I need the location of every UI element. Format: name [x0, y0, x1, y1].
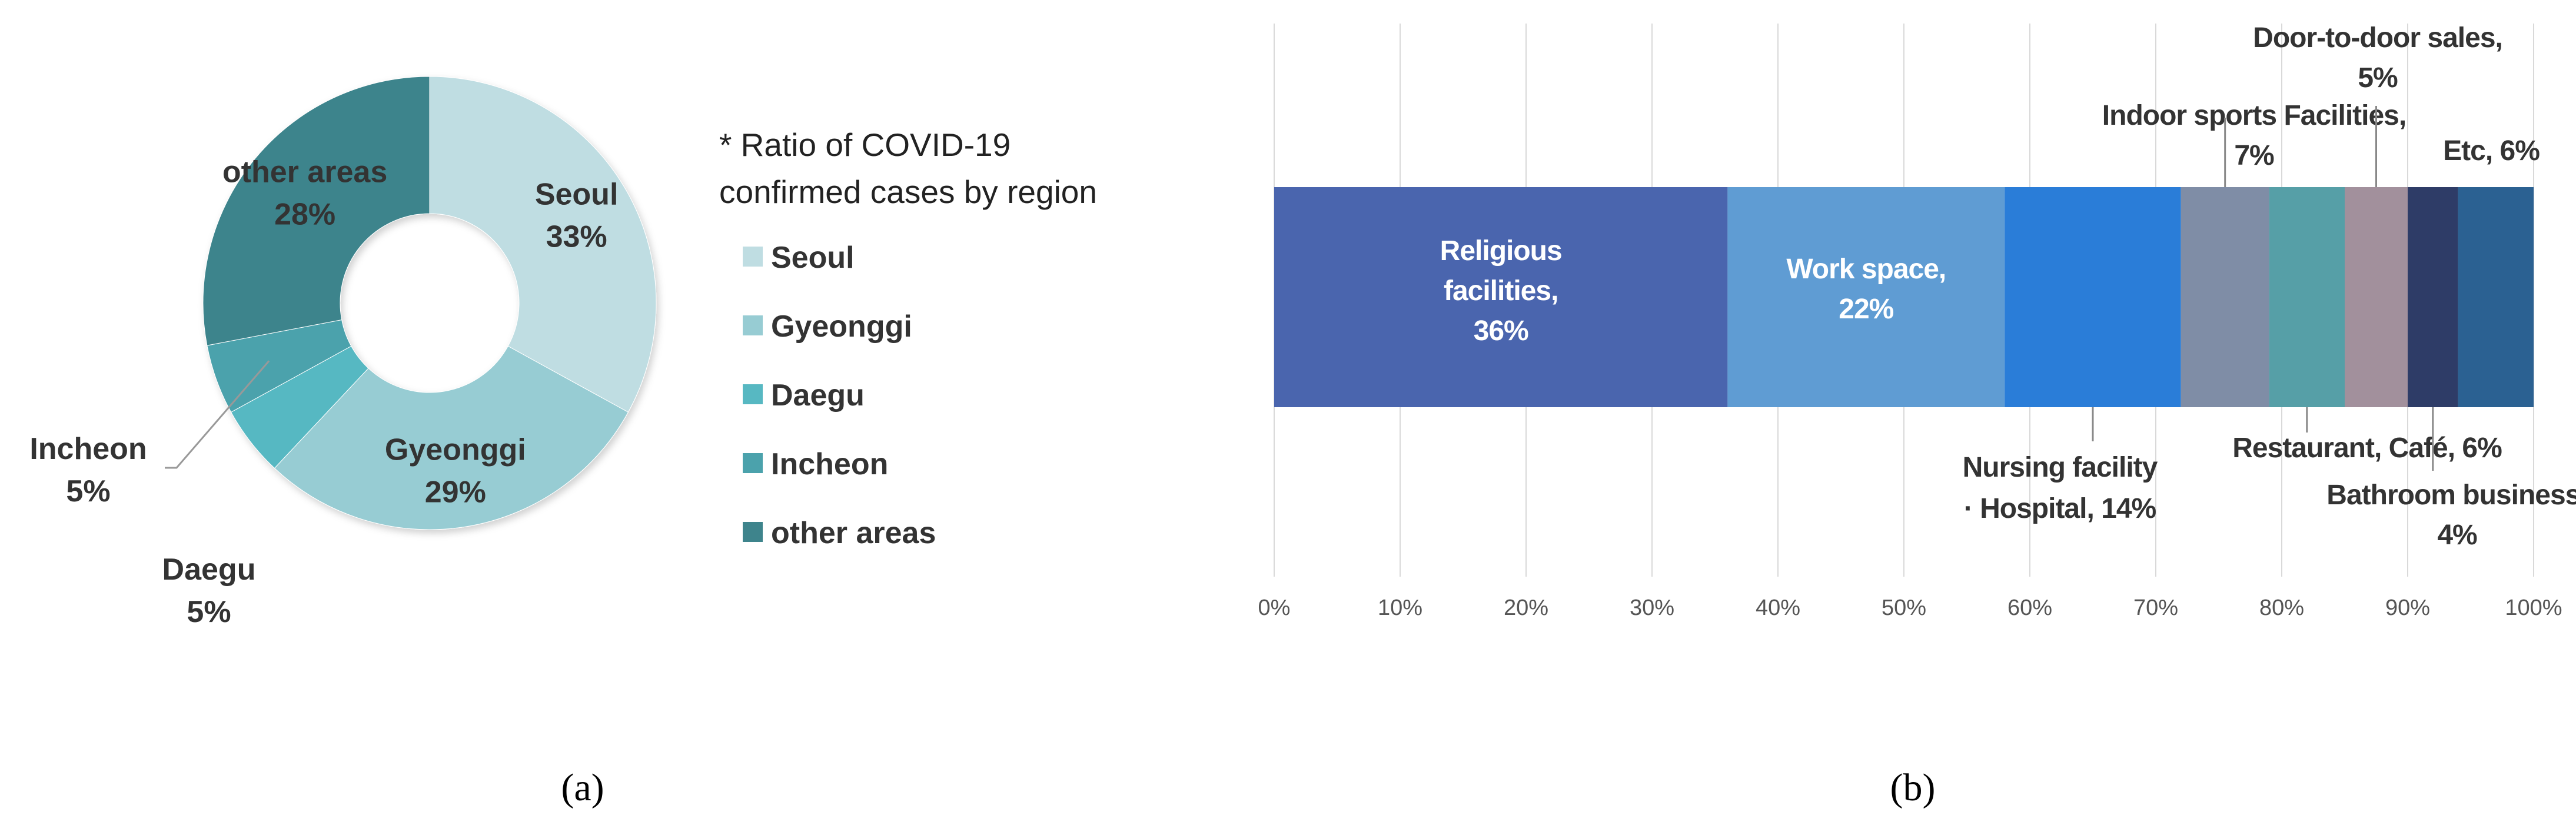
note-line-1: * Ratio of COVID-19	[719, 127, 1011, 163]
legend-swatch-other-areas	[743, 522, 763, 542]
x-tick-label: 90%	[2385, 596, 2430, 620]
bar-segment-bathroom-business	[2408, 187, 2458, 407]
x-axis-ticks: 0% 10% 20% 30% 40% 50% 60% 70% 80% 90% 100%	[1258, 596, 2562, 620]
bar-label-nursing-facility-hospital: Nursing facility	[1963, 452, 2158, 483]
leader-line-incheon	[165, 360, 270, 469]
bar-label-indoor-sports-facilities: 7%	[2234, 140, 2274, 171]
x-tick-label: 80%	[2259, 596, 2304, 620]
bar-segment-work-space	[1727, 187, 2005, 407]
legend-label-incheon: Incheon	[771, 447, 888, 481]
slice-label-incheon: Incheon	[29, 432, 147, 466]
slice-value-gyeonggi: 29%	[425, 475, 486, 510]
legend-swatch-incheon	[743, 453, 763, 473]
slice-gyeonggi	[274, 345, 629, 530]
x-tick-label: 60%	[2007, 596, 2052, 620]
donut-chart	[202, 76, 657, 530]
legend-label-seoul: Seoul	[771, 241, 855, 275]
legend-label-other-areas: other areas	[771, 516, 936, 550]
bar-label-religious-facilities: facilities,	[1444, 275, 1558, 307]
bar-segment-door-to-door-sales	[2345, 187, 2408, 407]
legend-swatch-gyeonggi	[743, 315, 763, 335]
slice-value-other-areas: 28%	[274, 198, 335, 232]
bar-label-etc: Etc, 6%	[2443, 135, 2540, 167]
bar-labels: Religious facilities, 36% Work space, 22% Nur…	[1440, 22, 2576, 551]
bar-label-door-to-door-sales: Door-to-door sales,	[2253, 22, 2502, 54]
bar-segment-religious-facilities	[1274, 187, 1728, 407]
bar-segment-nursing-facility-hospital	[2005, 187, 2181, 407]
bar-label-door-to-door-sales: 5%	[2358, 62, 2398, 94]
legend-swatch-seoul	[743, 247, 763, 267]
slice-other-areas	[202, 76, 430, 346]
slice-label-gyeonggi: Gyeonggi	[385, 433, 526, 467]
panel-label-b: (b)	[1890, 766, 1936, 809]
note-line-2: confirmed cases by region	[719, 174, 1097, 210]
x-tick-label: 0%	[1258, 596, 1291, 620]
slice-value-daegu: 5%	[187, 595, 231, 629]
bar-label-work-space: 22%	[1839, 294, 1893, 325]
x-tick-label: 70%	[2133, 596, 2178, 620]
bar-segment-etc	[2458, 187, 2534, 407]
bar-segments	[1274, 187, 2534, 407]
bar-label-restaurant-caf: Restaurant, Café, 6%	[2232, 433, 2502, 464]
x-tick-label: 100%	[2505, 596, 2562, 620]
bar-label-nursing-facility-hospital: · Hospital, 14%	[1964, 493, 2156, 524]
panel-label-a: (a)	[561, 766, 604, 809]
slice-value-incheon: 5%	[66, 474, 110, 508]
chart-note: * Ratio of COVID-19 confirmed cases by r…	[719, 127, 1097, 210]
bar-label-bathroom-business: 4%	[2437, 520, 2477, 551]
donut-labels: Seoul 33% Gyeonggi 29% Daegu 5% Incheon 5% other…	[29, 155, 618, 629]
legend: Seoul Gyeonggi Daegu Incheon other areas	[743, 241, 936, 550]
bar-label-indoor-sports-facilities: Indoor sports Facilities,	[2102, 100, 2406, 131]
legend-swatch-daegu	[743, 384, 763, 404]
x-tick-label: 10%	[1378, 596, 1422, 620]
bar-label-religious-facilities: 36%	[1474, 315, 1528, 347]
bar-label-religious-facilities: Religious	[1440, 235, 1562, 267]
legend-label-daegu: Daegu	[771, 378, 865, 412]
slice-label-other-areas: other areas	[222, 155, 387, 189]
bar-segment-indoor-sports-facilities	[2181, 187, 2269, 407]
x-tick-label: 50%	[1882, 596, 1926, 620]
bar-label-bathroom-business: Bathroom business,	[2326, 480, 2576, 511]
slice-value-seoul: 33%	[546, 219, 607, 254]
x-tick-label: 20%	[1504, 596, 1548, 620]
slice-label-daegu: Daegu	[162, 553, 256, 587]
legend-label-gyeonggi: Gyeonggi	[771, 310, 912, 344]
x-tick-label: 40%	[1756, 596, 1800, 620]
slice-seoul	[429, 76, 657, 413]
x-tick-label: 30%	[1630, 596, 1674, 620]
bar-label-work-space: Work space,	[1786, 254, 1946, 285]
bar-segment-restaurant-caf	[2269, 187, 2345, 407]
slice-label-seoul: Seoul	[535, 177, 619, 211]
